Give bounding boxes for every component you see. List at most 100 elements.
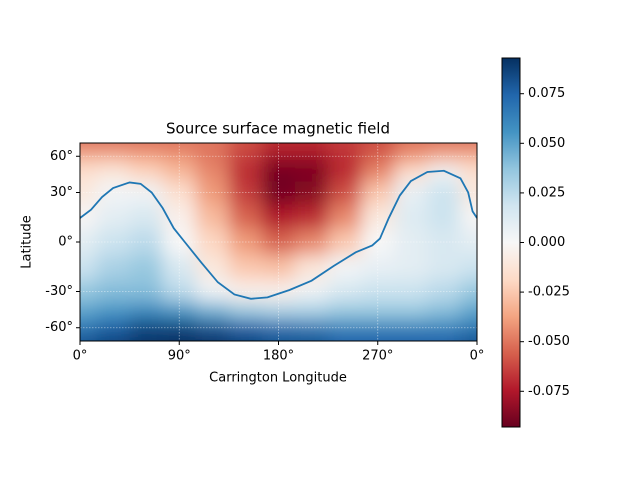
field-cell	[361, 332, 395, 341]
field-cell	[80, 164, 98, 183]
field-cell	[80, 254, 98, 281]
field-cell	[328, 204, 362, 230]
field-cell	[195, 204, 230, 230]
field-cell	[394, 254, 428, 281]
neutral-line	[80, 169, 477, 300]
field-cell	[295, 143, 329, 152]
colorbar-tick-label: 0.000	[528, 235, 565, 250]
field-cell	[295, 319, 329, 334]
field-cell	[228, 319, 263, 334]
field-cell	[427, 319, 461, 334]
field-cell	[129, 279, 164, 303]
field-cell	[295, 332, 329, 341]
field-cell	[295, 279, 329, 303]
field-cell	[427, 143, 461, 152]
field-cell	[162, 332, 197, 341]
field-cell	[460, 332, 477, 341]
field-cell	[96, 204, 131, 230]
y-tick-label: 30°	[50, 185, 73, 200]
field-cell	[328, 182, 362, 205]
field-cell	[129, 319, 164, 334]
y-tick-label: -30°	[45, 284, 73, 299]
field-cell	[427, 279, 461, 303]
field-cell	[261, 182, 296, 205]
x-tick-label: 180°	[263, 349, 294, 364]
field-cell	[460, 301, 477, 321]
field-cell	[129, 143, 164, 152]
field-cell	[261, 204, 296, 230]
colorbar-tick-label: 0.025	[528, 185, 565, 200]
field	[80, 143, 477, 341]
y-axis-label: Latitude	[20, 215, 35, 269]
y-tick-label: -60°	[45, 320, 73, 335]
field-cell	[295, 204, 329, 230]
field-cell	[460, 164, 477, 183]
colorbar	[501, 57, 521, 428]
field-cell	[460, 279, 477, 303]
field-cell	[295, 164, 329, 183]
field-cell	[96, 182, 131, 205]
colorbar-tick-label: -0.075	[528, 384, 570, 399]
field-cell	[228, 143, 263, 152]
field-cell	[427, 164, 461, 183]
x-tick-label: 90°	[168, 349, 191, 364]
field-cell	[328, 151, 362, 165]
x-tick-label: 0°	[73, 349, 88, 364]
field-cell	[394, 164, 428, 183]
field-cell	[427, 332, 461, 341]
field-cell	[261, 332, 296, 341]
overlay	[80, 143, 477, 341]
field-cell	[80, 143, 98, 152]
field-cell	[394, 279, 428, 303]
field-cell	[129, 332, 164, 341]
field-cell	[394, 332, 428, 341]
field-cell	[228, 301, 263, 321]
field-cell	[96, 164, 131, 183]
field-cell	[328, 332, 362, 341]
colorbar-tick-label: 0.075	[528, 86, 565, 101]
field-cell	[162, 182, 197, 205]
field-cell	[228, 182, 263, 205]
field-cell	[261, 151, 296, 165]
field-cell	[394, 143, 428, 152]
field-cell	[427, 254, 461, 281]
field-cell	[427, 151, 461, 165]
field-cell	[80, 301, 98, 321]
field-cell	[460, 319, 477, 334]
field-cell	[328, 319, 362, 334]
field-cell	[460, 229, 477, 256]
field-cell	[80, 204, 98, 230]
field-cell	[228, 151, 263, 165]
field-cell	[129, 254, 164, 281]
field-cell	[427, 204, 461, 230]
field-cell	[80, 279, 98, 303]
field-cell	[394, 182, 428, 205]
field-cell	[228, 279, 263, 303]
x-tick-label: 0°	[470, 349, 485, 364]
field-cell	[195, 164, 230, 183]
field-cell	[295, 254, 329, 281]
field-cell	[328, 279, 362, 303]
field-cell	[195, 279, 230, 303]
field-cell	[96, 332, 131, 341]
field-cell	[80, 182, 98, 205]
field-cell	[96, 143, 131, 152]
x-axis-label: Carrington Longitude	[209, 371, 347, 386]
field-cell	[460, 151, 477, 165]
field-cell	[129, 301, 164, 321]
colorbar-tick-label: -0.025	[528, 285, 570, 300]
field-cell	[228, 254, 263, 281]
field-cell	[394, 319, 428, 334]
chart-title: Source surface magnetic field	[166, 120, 390, 138]
x-tick-label: 270°	[362, 349, 393, 364]
field-cell	[460, 143, 477, 152]
field-cell	[394, 151, 428, 165]
field-cell	[361, 182, 395, 205]
field-cell	[80, 319, 98, 334]
field-cell	[195, 319, 230, 334]
field-cell	[195, 332, 230, 341]
field-cell	[228, 204, 263, 230]
colorbar-tick-label: 0.050	[528, 136, 565, 151]
